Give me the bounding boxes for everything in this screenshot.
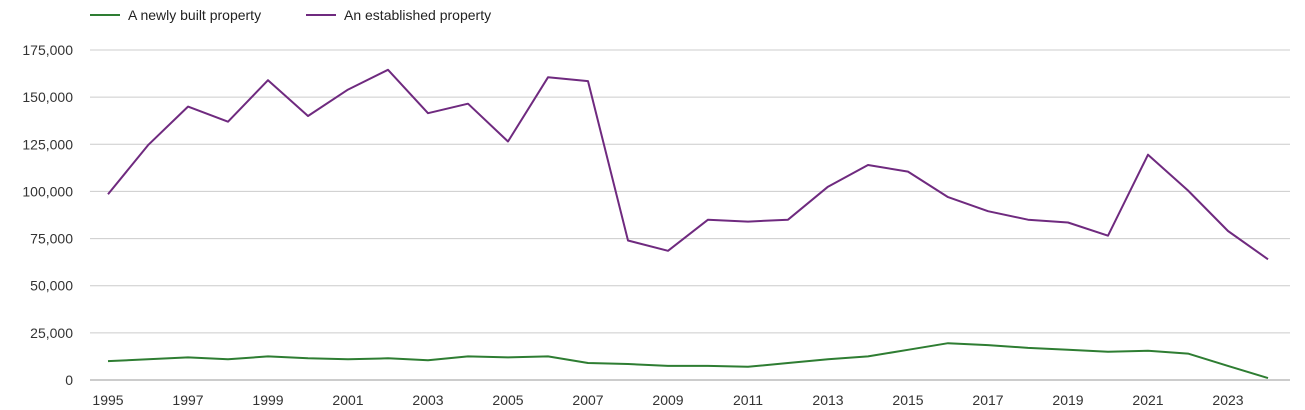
y-tick-label-125-000: 125,000 [22,136,73,152]
x-tick-label-2011: 2011 [733,392,763,408]
y-tick-label-175-000: 175,000 [22,42,73,58]
x-tick-label-2009: 2009 [652,392,683,408]
plot-area [107,68,1269,380]
x-axis: 1995 1997 1999 2001 2003 2005 2007 2009 2011 2013… [92,392,1243,408]
y-axis: 0 25,000 50,000 75,000 100,000 125,000 150,000… [22,42,73,388]
x-tick-label-1997: 1997 [172,392,203,408]
x-tick-label-2015: 2015 [892,392,923,408]
x-tick-label-2017: 2017 [972,392,1003,408]
y-tick-label-50-000: 50,000 [30,278,73,294]
gridlines [90,49,1290,381]
x-tick-label-2019: 2019 [1052,392,1083,408]
y-tick-label-0: 0 [65,372,73,388]
series-line-an-established-property [107,68,1269,261]
x-tick-label-2007: 2007 [572,392,603,408]
x-tick-label-1995: 1995 [92,392,123,408]
x-tick-label-2021: 2021 [1132,392,1163,408]
legend-label-newly-built: A newly built property [128,7,261,23]
x-tick-label-2013: 2013 [812,392,843,408]
x-tick-label-1999: 1999 [252,392,283,408]
x-tick-label-2001: 2001 [332,392,363,408]
x-tick-label-2023: 2023 [1212,392,1243,408]
legend: A newly built property An established pr… [90,7,491,23]
legend-item-newly-built: A newly built property [90,7,261,23]
y-tick-label-25-000: 25,000 [30,325,73,341]
legend-label-established: An established property [344,7,491,23]
x-tick-label-2003: 2003 [412,392,443,408]
y-tick-label-150-000: 150,000 [22,89,73,105]
x-tick-label-2005: 2005 [492,392,523,408]
legend-item-established: An established property [306,7,491,23]
y-tick-label-100-000: 100,000 [22,183,73,199]
y-tick-label-75-000: 75,000 [30,231,73,247]
series-line-a-newly-built-property [107,342,1269,380]
